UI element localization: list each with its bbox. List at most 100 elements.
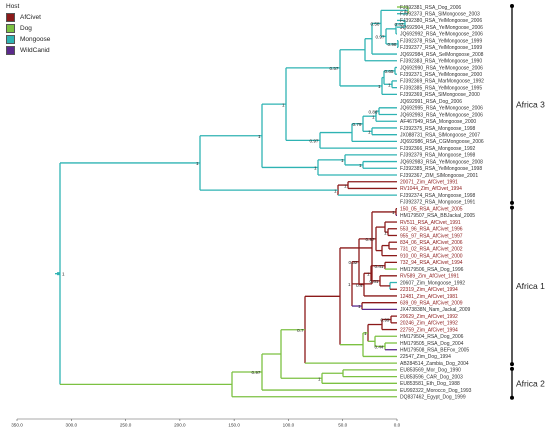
taxon-label: JQ692990_RSA_YelMongoose_2006 xyxy=(400,65,483,71)
axis-tick-label: 50.0 xyxy=(338,423,347,428)
node-support-labels: 10.470.980.970.580.65110.570.86110.790.9… xyxy=(62,9,407,382)
taxon-label: FJ392372_RSA_Mongoose_1991 xyxy=(400,200,476,206)
legend-swatch-dog xyxy=(6,24,15,33)
taxon-label: DQ837462_Egypt_Dog_1999 xyxy=(400,395,466,401)
taxon-label: 553_96_RSA_AfCivet_1996 xyxy=(400,227,463,233)
node-support: 0.65 xyxy=(385,69,394,74)
legend-label-wildcanid: WildCanid xyxy=(20,47,50,54)
node-support: 0.4 xyxy=(356,283,363,288)
node-support: 1 xyxy=(388,82,391,87)
taxon-label: FJ392385_RSA_YelMongoose_1995 xyxy=(400,85,482,91)
taxon-label: JX473838N_Nam_Jackal_2009 xyxy=(400,307,471,313)
node-support: 1 xyxy=(318,376,321,381)
taxon-label: RV589_Zim_AfCivet_1991 xyxy=(400,274,459,280)
taxon-label: FJ392377_RSA_YelMongoose_1999 xyxy=(400,45,482,51)
node-support: 1 xyxy=(358,304,361,309)
node-support: 0.58 xyxy=(371,22,380,27)
taxon-label: HM179506_RSA_Dog_1996 xyxy=(400,267,464,273)
node-support: 0.97 xyxy=(376,35,385,40)
taxon-labels: FJ392381_RSA_Dog_2006FJ392373_RSA_SlMong… xyxy=(400,5,484,401)
host-legend: Host AfCivet Dog Mongoose WildCanid xyxy=(6,3,50,56)
legend-item-dog: Dog xyxy=(6,23,50,34)
taxon-label: 731_02_RSA_AfCivet_2002 xyxy=(400,247,463,253)
taxon-label: HM179504_RSA_Dog_2006 xyxy=(400,334,464,340)
clade-label: Africa 1 xyxy=(516,281,545,291)
taxon-label: JQ692992_RSA_YelMongoose_2006 xyxy=(400,32,483,38)
node-support: 0.47 xyxy=(395,22,404,27)
taxon-label: 639_09_RSA_AfCivet_2009 xyxy=(400,300,463,306)
taxon-label: FJ392383_RSA_YelMongoose_1990 xyxy=(400,59,482,65)
taxon-label: EU853596_CAR_Dog_2003 xyxy=(400,374,463,380)
taxon-label: FJ392374_RSA_Mongoose_1998 xyxy=(400,193,476,199)
node-support: 1 xyxy=(392,210,395,215)
clade-label: Africa 2 xyxy=(516,378,545,388)
axis-tick-label: 100.0 xyxy=(283,423,295,428)
taxon-label: JQ692991_RSA_Dog_2006 xyxy=(400,99,462,105)
taxon-label: FJ392381_RSA_Dog_2006 xyxy=(400,5,461,11)
node-support: 1 xyxy=(196,161,199,166)
taxon-label: JQ692984_RSA_SelMongoose_2008 xyxy=(400,52,484,58)
taxon-label: FJ392366_RSA_Mongoose_1992 xyxy=(400,146,476,152)
node-support: 1 xyxy=(334,188,337,193)
taxon-label: 955_97_RSA_AfCivet_1997 xyxy=(400,233,463,239)
node-support: 1 xyxy=(344,183,347,188)
taxon-label: FJ392371_RSA_YelMongoose_2000 xyxy=(400,72,482,78)
legend-item-wildcanid: WildCanid xyxy=(6,45,50,56)
clade-bracket-end xyxy=(510,205,514,210)
taxon-label: JQ692983_RSA_YelMongoose_2008 xyxy=(400,159,483,165)
axis-tick-label: 250.0 xyxy=(120,423,132,428)
taxon-label: EU992322_Morocco_Dog_1993 xyxy=(400,388,472,394)
taxon-label: 22759_Zim_AfCivet_1994 xyxy=(400,327,458,333)
node-support: 1 xyxy=(368,130,371,135)
time-axis: 350.0 300.0 250.0 200.0 150.0 100.0 50.0 0.0 xyxy=(11,418,401,428)
taxon-label: 22319_Zim_AfCivet_1994 xyxy=(400,287,458,293)
axis-tick-label: 200.0 xyxy=(174,423,186,428)
node-support: 0.97 xyxy=(366,237,375,242)
taxon-label: FJ392380_RSA_YelMongoose_2006 xyxy=(400,18,482,24)
taxon-label: 910_00_RSA_AfCivet_2000 xyxy=(400,253,463,259)
node-support: 1 xyxy=(378,84,381,89)
node-support: 0.7 xyxy=(297,328,304,333)
node-support: 1 xyxy=(341,158,344,163)
node-support: 1 xyxy=(359,163,362,168)
legend-item-mongoose: Mongoose xyxy=(6,34,50,45)
taxon-label: 20246_Zim_AfCivet_1992 xyxy=(400,321,458,327)
taxon-label: HM179507_RSA_BBJackal_2005 xyxy=(400,213,475,219)
legend-swatch-wildcanid xyxy=(6,46,15,55)
taxon-label: FJ392379_RSA_Mongoose_1998 xyxy=(400,153,476,159)
axis-tick-label: 350.0 xyxy=(11,423,23,428)
taxon-label: 12481_Zim_AfCivet_1981 xyxy=(400,294,458,300)
node-support: 1 xyxy=(282,102,285,107)
taxon-label: HM179505_RSA_Dog_2004 xyxy=(400,341,464,347)
taxon-label: FJ392375_RSA_Mongoose_1998 xyxy=(400,126,476,132)
node-support: 1 xyxy=(348,282,351,287)
taxon-label: EU853581_Eth_Dog_1988 xyxy=(400,381,460,387)
node-support: 0.44 xyxy=(375,345,384,350)
node-support: 1 xyxy=(364,331,367,336)
taxon-label: FJ392367_ZIM_SlMongoose_2001 xyxy=(400,173,478,179)
taxon-label: 732_94_RSA_AfCivet_1994 xyxy=(400,260,463,266)
axis-tick-label: 300.0 xyxy=(66,423,78,428)
taxon-label: 20629_Zim_AfCivet_1992 xyxy=(400,314,458,320)
taxon-label: FJ392369_RSA_SlMongoose_2000 xyxy=(400,92,480,98)
node-support: 0.32 xyxy=(349,260,358,265)
legend-label-mongoose: Mongoose xyxy=(20,36,51,43)
root-support: 1 xyxy=(62,272,65,277)
root-node-marker xyxy=(57,272,60,276)
taxon-label: JX088731_RSA_SlMongoose_2007 xyxy=(400,132,480,138)
taxon-label: 20607_Zim_Mongoose_1992 xyxy=(400,280,465,286)
node-support: 0.79 xyxy=(353,122,362,127)
taxon-label: FJ392369_RSA_MarMongoose_1992 xyxy=(400,79,484,85)
taxon-label: RV511_RSA_AfCivet_1991 xyxy=(400,220,461,226)
clade-bracket-end xyxy=(510,366,514,371)
taxon-label: FJ392373_RSA_SlMongoose_2003 xyxy=(400,12,480,18)
taxon-label: RV1044_Zim_AfCivet_1994 xyxy=(400,186,462,192)
node-support: 0.41 xyxy=(375,264,384,269)
clade-bracket-end xyxy=(510,200,514,205)
node-support: 0.86 xyxy=(369,109,378,114)
node-support: 0.99 xyxy=(381,318,390,323)
clade-brackets: Africa 3 Africa 1 Africa 2 xyxy=(510,4,545,400)
clade-bracket-end xyxy=(510,395,514,400)
clade-bracket-end xyxy=(510,362,514,367)
